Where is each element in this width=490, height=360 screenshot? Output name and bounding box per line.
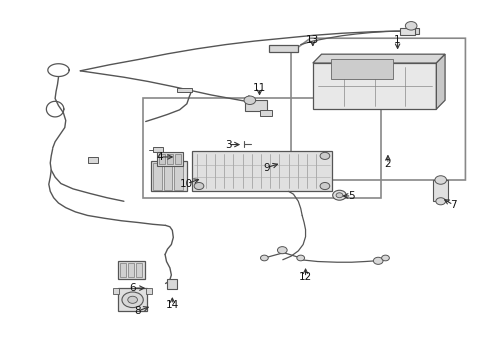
Bar bbox=[164, 163, 172, 190]
Circle shape bbox=[333, 190, 346, 200]
Text: 9: 9 bbox=[264, 163, 270, 172]
Bar bbox=[113, 288, 119, 294]
Circle shape bbox=[194, 183, 204, 190]
Bar bbox=[331, 59, 393, 79]
Text: 14: 14 bbox=[166, 300, 179, 310]
Circle shape bbox=[436, 198, 445, 205]
Text: 11: 11 bbox=[253, 83, 266, 93]
Bar bbox=[157, 152, 183, 166]
Bar bbox=[174, 163, 183, 190]
Polygon shape bbox=[313, 54, 445, 63]
Bar bbox=[118, 261, 145, 279]
Bar bbox=[192, 150, 332, 192]
Text: 8: 8 bbox=[134, 306, 141, 316]
Text: 4: 4 bbox=[157, 152, 164, 162]
Bar bbox=[153, 147, 163, 152]
Circle shape bbox=[297, 255, 305, 261]
Circle shape bbox=[435, 176, 446, 184]
Bar bbox=[313, 63, 437, 109]
Bar bbox=[118, 288, 147, 311]
Circle shape bbox=[277, 247, 287, 254]
Bar bbox=[400, 28, 415, 35]
Text: 3: 3 bbox=[225, 140, 231, 149]
Bar bbox=[146, 288, 152, 294]
Bar bbox=[177, 88, 192, 92]
Bar bbox=[269, 45, 298, 52]
Bar bbox=[153, 163, 162, 190]
Circle shape bbox=[336, 193, 343, 198]
Bar bbox=[121, 263, 126, 278]
Circle shape bbox=[122, 292, 143, 307]
Bar bbox=[150, 161, 187, 192]
Bar bbox=[128, 263, 134, 278]
Bar bbox=[136, 263, 142, 278]
Bar bbox=[260, 110, 271, 116]
Bar bbox=[433, 180, 448, 201]
Bar bbox=[143, 99, 381, 198]
Bar bbox=[409, 28, 419, 34]
Bar bbox=[175, 154, 181, 165]
Text: 12: 12 bbox=[299, 273, 312, 283]
Bar bbox=[88, 157, 98, 163]
Bar bbox=[167, 279, 177, 289]
Circle shape bbox=[382, 255, 390, 261]
Circle shape bbox=[320, 152, 330, 159]
Bar bbox=[159, 154, 165, 165]
Circle shape bbox=[405, 22, 417, 30]
Text: 1: 1 bbox=[394, 35, 401, 45]
Circle shape bbox=[320, 183, 330, 190]
Circle shape bbox=[261, 255, 268, 261]
Text: 5: 5 bbox=[348, 191, 355, 201]
Text: 7: 7 bbox=[450, 200, 457, 210]
Bar bbox=[245, 100, 267, 111]
Circle shape bbox=[128, 296, 138, 303]
Text: 13: 13 bbox=[306, 35, 319, 45]
Text: 2: 2 bbox=[385, 159, 391, 169]
Polygon shape bbox=[437, 54, 445, 109]
Text: 6: 6 bbox=[129, 283, 136, 293]
Text: 10: 10 bbox=[180, 179, 194, 189]
Circle shape bbox=[373, 257, 383, 264]
Bar bbox=[167, 154, 173, 165]
Circle shape bbox=[244, 96, 256, 104]
